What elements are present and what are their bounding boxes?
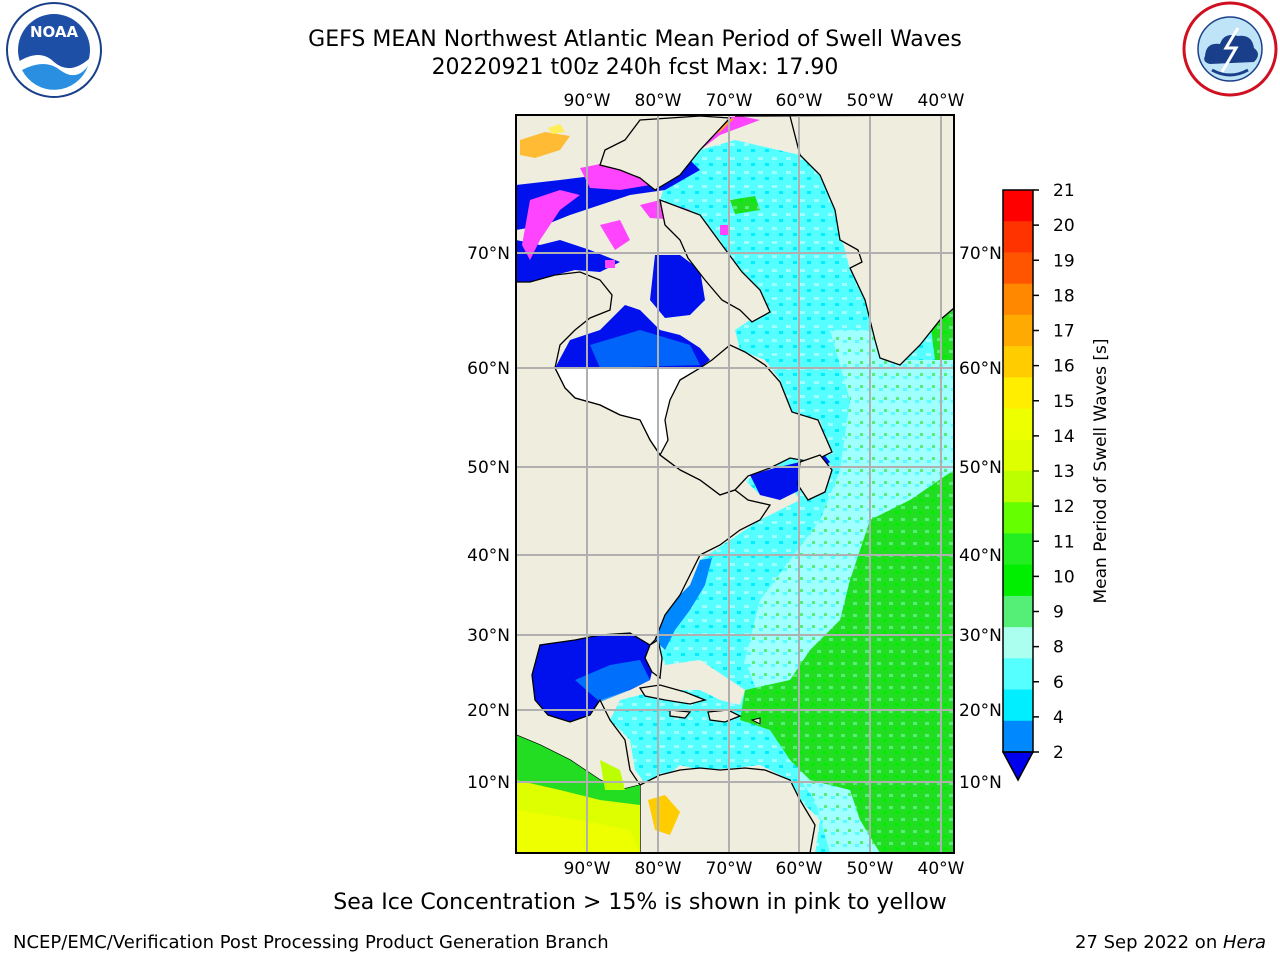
lat-label: 40°N — [467, 546, 510, 566]
noaa-logo-text: NOAA — [30, 23, 79, 41]
lat-labels-right: 70°N 60°N 50°N 40°N 30°N 20°N 10°N — [959, 244, 1002, 793]
colorbar-tick-label: 12 — [1053, 497, 1075, 517]
greenland — [734, 115, 954, 366]
colorbar-swatch — [1003, 439, 1033, 472]
lon-label: 70°W — [706, 859, 753, 879]
colorbar-swatch — [1003, 408, 1033, 441]
map-area — [516, 115, 954, 853]
lon-label: 40°W — [918, 91, 965, 111]
colorbar-swatch — [1003, 190, 1033, 222]
map-frame — [515, 114, 955, 854]
lat-label: 70°N — [959, 244, 1002, 264]
lon-label: 40°W — [918, 859, 965, 879]
graticule — [516, 115, 954, 853]
lat-label: 30°N — [467, 626, 510, 646]
lon-label: 60°W — [776, 859, 823, 879]
colorbar-swatch — [1003, 627, 1033, 659]
colorbar-tick-label: 10 — [1053, 567, 1075, 587]
colorbar-tick-label: 20 — [1053, 216, 1075, 236]
lon-label: 90°W — [564, 91, 611, 111]
lat-label: 10°N — [959, 773, 1002, 793]
colorbar-swatch — [1003, 720, 1033, 753]
lat-label: 20°N — [959, 701, 1002, 721]
caribbean-islands — [638, 684, 708, 705]
colorbar-swatch — [1003, 283, 1033, 316]
lat-label: 60°N — [467, 359, 510, 379]
sea-ice-note: Sea Ice Concentration > 15% is shown in … — [333, 890, 947, 915]
lat-label: 60°N — [959, 359, 1002, 379]
colorbar-tick-label: 17 — [1053, 322, 1075, 342]
footer-date: 27 Sep 2022 on Hera — [1075, 932, 1266, 953]
south-america — [639, 767, 816, 853]
colorbar: 21 20 19 18 17 16 15 14 13 12 11 10 9 8 6 4 2 — [1001, 181, 1075, 782]
north-america — [516, 271, 772, 791]
colorbar-tick-label: 6 — [1053, 673, 1064, 693]
lat-label: 50°N — [467, 458, 510, 478]
noaa-logo-icon: NOAA — [6, 2, 102, 98]
lon-labels-top: 90°W 80°W 70°W 60°W 50°W 40°W — [564, 91, 965, 111]
colorbar-swatch — [1003, 471, 1033, 503]
colorbar-swatch — [1003, 658, 1033, 691]
lon-label: 90°W — [564, 859, 611, 879]
colorbar-tick-label: 15 — [1053, 392, 1075, 412]
lon-label: 50°W — [847, 91, 894, 111]
colorbar-swatch — [1003, 502, 1033, 534]
colorbar-swatch — [1003, 595, 1033, 628]
colorbar-swatch — [1003, 252, 1033, 285]
lat-label: 50°N — [959, 458, 1002, 478]
colorbar-tick-label: 8 — [1053, 638, 1064, 658]
colorbar-tick-label: 9 — [1053, 603, 1064, 623]
title-line-2: 20220921 t00z 240h fcst Max: 17.90 — [431, 55, 839, 80]
lat-label: 70°N — [467, 244, 510, 264]
colorbar-swatch — [1003, 377, 1033, 410]
colorbar-tick-label: 11 — [1053, 532, 1075, 552]
colorbar-tick-label: 4 — [1053, 708, 1064, 728]
nws-logo-icon — [1182, 1, 1278, 97]
colorbar-extend-arrow — [1001, 751, 1035, 782]
colorbar-swatch — [1003, 689, 1033, 722]
lat-label: 40°N — [959, 546, 1002, 566]
ocean-green-region — [740, 470, 954, 853]
colorbar-label: Mean Period of Swell Waves [s] — [1091, 339, 1111, 604]
lon-label: 80°W — [635, 859, 682, 879]
colorbar-tick-label: 21 — [1053, 181, 1075, 201]
lon-label: 70°W — [706, 91, 753, 111]
colorbar-swatch — [1003, 221, 1033, 253]
colorbar-swatch — [1003, 346, 1033, 378]
title-line-1: GEFS MEAN Northwest Atlantic Mean Period… — [308, 27, 962, 52]
lat-label: 10°N — [467, 773, 510, 793]
footer-date-text: 27 Sep 2022 on — [1075, 932, 1223, 953]
colorbar-tick-label: 18 — [1053, 286, 1075, 306]
lon-label: 60°W — [776, 91, 823, 111]
footer-host: Hera — [1222, 932, 1266, 953]
footer-credit: NCEP/EMC/Verification Post Processing Pr… — [13, 932, 609, 953]
colorbar-tick-label: 16 — [1053, 357, 1075, 377]
lon-labels-bottom: 90°W 80°W 70°W 60°W 50°W 40°W — [564, 859, 965, 879]
colorbar-tick-label: 13 — [1053, 462, 1075, 482]
colorbar-tick-label: 19 — [1053, 251, 1075, 271]
lon-label: 80°W — [635, 91, 682, 111]
lat-labels-left: 70°N 60°N 50°N 40°N 30°N 20°N 10°N — [467, 244, 510, 793]
colorbar-swatch — [1003, 564, 1033, 597]
colorbar-tick-label: 2 — [1053, 743, 1064, 763]
lon-label: 50°W — [847, 859, 894, 879]
colorbar-swatch — [1003, 533, 1033, 566]
lat-label: 30°N — [959, 626, 1002, 646]
colorbar-tick-label: 14 — [1053, 427, 1075, 447]
lat-label: 20°N — [467, 701, 510, 721]
colorbar-swatch — [1003, 314, 1033, 347]
